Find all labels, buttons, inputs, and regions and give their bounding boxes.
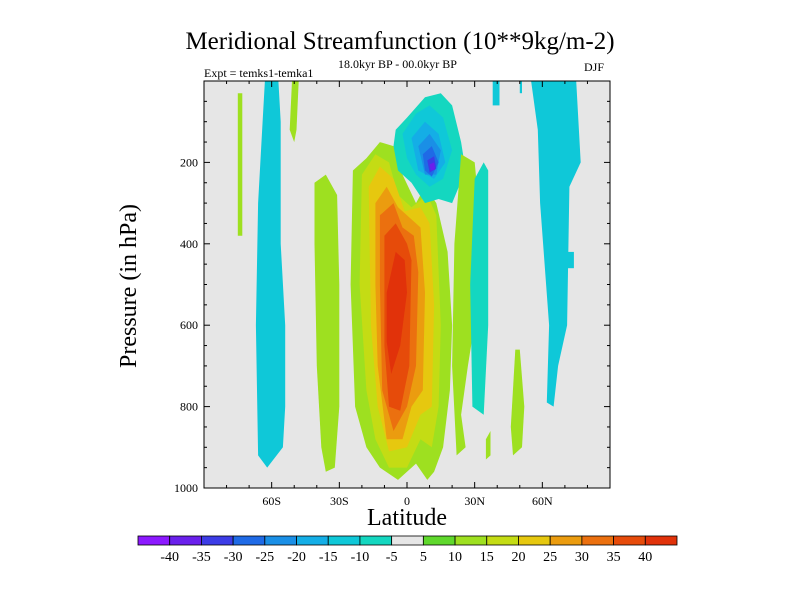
y-tick-label: 800 <box>180 400 198 414</box>
contour-region <box>255 81 286 468</box>
colorbar-label: 15 <box>480 550 494 565</box>
x-tick-label: 0 <box>404 494 410 508</box>
colorbar-swatch <box>454 535 488 546</box>
colorbar-label: 35 <box>607 550 621 565</box>
colorbar-label: -40 <box>160 550 179 565</box>
colorbar-swatch <box>359 535 393 546</box>
colorbar-label: 30 <box>575 550 589 565</box>
contour-region <box>314 174 340 472</box>
chart-season: DJF <box>584 60 605 74</box>
chart-experiment: Expt = temks1-temka1 <box>204 66 314 80</box>
x-tick-label: 60N <box>532 494 553 508</box>
colorbar-swatch <box>232 535 266 546</box>
colorbar-label: 20 <box>511 550 525 565</box>
contour-region <box>289 81 299 143</box>
contour-regions <box>237 81 581 480</box>
x-axis-label: Latitude <box>367 505 447 531</box>
contour-region <box>470 162 489 415</box>
colorbar-swatch <box>581 535 614 546</box>
colorbar-label: -5 <box>386 550 398 565</box>
contour-region <box>452 154 480 456</box>
colorbar-swatch <box>296 535 329 546</box>
x-tick-label: 30N <box>464 494 485 508</box>
colorbar-swatch <box>264 535 297 546</box>
chart-period: 18.0kyr BP - 00.0kyr BP <box>338 57 457 71</box>
y-tick-label: 1000 <box>174 481 198 495</box>
colorbar: -40 -35 -30 -25 -20 -15 -10 -5 5 10 15 20 25 30 35 40 <box>137 535 678 565</box>
colorbar-label: -25 <box>255 550 274 565</box>
colorbar-label: 25 <box>543 550 557 565</box>
colorbar-swatch <box>327 535 361 546</box>
contour-region <box>510 349 525 456</box>
contour-region <box>567 251 574 269</box>
contour-region <box>519 81 522 94</box>
colorbar-swatch <box>201 535 234 546</box>
contour-region <box>237 93 243 236</box>
colorbar-label: -10 <box>351 550 370 565</box>
colorbar-label: 10 <box>448 550 462 565</box>
contour-region <box>429 162 436 171</box>
x-tick-label: 30S <box>330 494 349 508</box>
colorbar-swatch <box>613 535 646 546</box>
contour-region <box>531 81 581 407</box>
contour-region <box>386 251 407 374</box>
colorbar-swatch <box>422 535 456 546</box>
chart-title: Meridional Streamfunction (10**9kg/m-2) <box>185 28 615 55</box>
colorbar-label: 5 <box>420 550 427 565</box>
colorbar-swatch <box>137 535 171 546</box>
axes: 60S 30S 0 30N 60N 200 400 600 800 1000 <box>174 81 610 508</box>
y-tick-label: 600 <box>180 318 198 332</box>
colorbar-swatch <box>169 535 202 546</box>
colorbar-label: -15 <box>319 550 338 565</box>
colorbar-swatch <box>549 535 583 546</box>
colorbar-swatch <box>486 535 519 546</box>
colorbar-label: -20 <box>287 550 306 565</box>
colorbar-label: -30 <box>224 550 243 565</box>
colorbar-swatch <box>391 535 424 546</box>
colorbar-swatch <box>644 535 678 546</box>
contour-region <box>492 81 500 106</box>
colorbar-label: 40 <box>638 550 652 565</box>
y-tick-label: 400 <box>180 237 198 251</box>
x-tick-label: 60S <box>262 494 281 508</box>
y-tick-label: 200 <box>180 155 198 169</box>
colorbar-swatch <box>518 535 551 546</box>
contour-region <box>485 431 491 460</box>
colorbar-label: -35 <box>192 550 211 565</box>
